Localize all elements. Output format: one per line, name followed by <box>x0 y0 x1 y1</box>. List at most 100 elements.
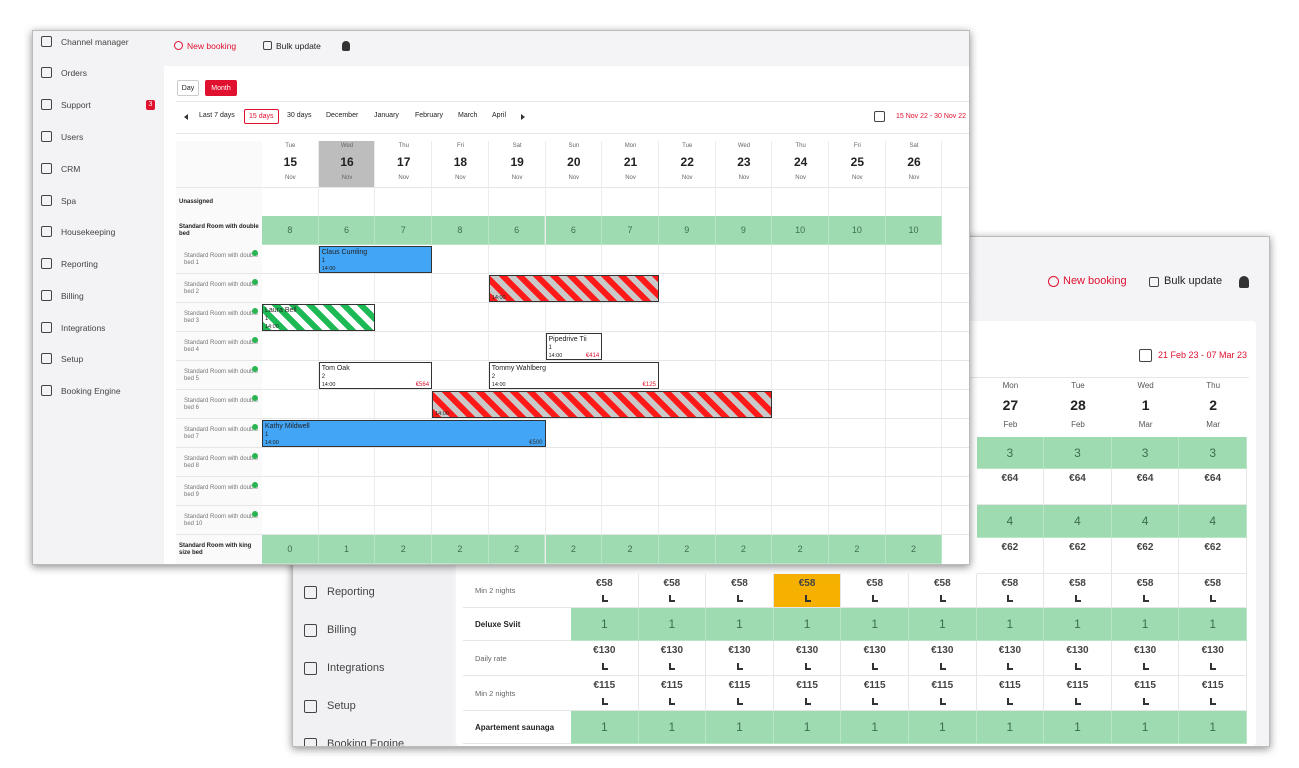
guest-count: 1 <box>265 316 269 322</box>
separator <box>176 133 969 134</box>
range-tab[interactable]: 30 days <box>287 112 312 119</box>
row-line <box>176 447 969 448</box>
booking[interactable]: Pipedrive Tii 1 14:00 €414 <box>545 333 603 360</box>
price-cell: €115 <box>638 676 707 711</box>
day-of-week: Thu <box>398 143 409 149</box>
toolbar-button[interactable]: New booking <box>187 41 237 51</box>
price-cell: €64 <box>976 469 1045 505</box>
day-column-border <box>771 141 773 564</box>
status-dot <box>252 366 258 372</box>
guest-name: Laura Bell <box>265 307 297 314</box>
booking[interactable]: Tommy Wahlberg 2 14:00 €125 <box>488 362 659 389</box>
range-tab[interactable]: 15 days <box>244 109 279 124</box>
icon <box>601 663 608 670</box>
range-tab[interactable]: April <box>492 112 507 119</box>
sidebar-item[interactable]: Users <box>61 132 84 142</box>
sidebar-item[interactable]: Setup <box>327 700 356 712</box>
sidebar-item[interactable]: Billing <box>327 624 357 636</box>
row-label: Standard Room with double bed 3 <box>184 310 259 324</box>
day-number: 17 <box>397 155 411 169</box>
booking[interactable]: Claus Cumling 1 14:00 <box>318 246 433 273</box>
icon <box>939 663 946 670</box>
availability-cell: 2 <box>829 535 886 564</box>
price-cell: €58 <box>1179 574 1247 608</box>
price-cell: €58 <box>773 574 842 608</box>
toolbar-button[interactable]: Bulk update <box>276 41 321 51</box>
arrival-time: 14:00 <box>491 382 506 388</box>
day-number: 1 <box>1141 397 1150 413</box>
sidebar-item[interactable]: Support <box>61 100 91 110</box>
icon <box>872 595 879 602</box>
icon <box>1007 595 1014 602</box>
toolbar-button[interactable]: New booking <box>1063 275 1127 287</box>
day-of-week: Fri <box>456 143 464 149</box>
sidebar-item[interactable]: Integrations <box>327 662 385 674</box>
price-cell: €115 <box>976 676 1045 711</box>
range-tab[interactable]: March <box>458 112 478 119</box>
sidebar-item[interactable]: Spa <box>61 196 77 206</box>
sidebar-item[interactable]: Reporting <box>61 259 98 269</box>
sidebar-item[interactable]: Orders <box>61 68 87 78</box>
day-of-week: Wed <box>340 143 354 149</box>
sidebar-item[interactable]: Housekeeping <box>61 227 116 237</box>
month: Nov <box>398 175 410 181</box>
range-tab[interactable]: January <box>374 112 399 119</box>
sidebar-item[interactable]: Booking Engine <box>61 386 121 396</box>
date-range[interactable]: 15 Nov 22 - 30 Nov 22 <box>896 113 967 120</box>
status-dot <box>252 395 258 401</box>
price-cell: €62 <box>1111 538 1180 574</box>
booking[interactable]: Laura Bell 1 14:00 <box>262 304 376 331</box>
price: €564 <box>415 382 430 388</box>
booking[interactable]: Kathy Mildwell 1 14:00 €500 <box>262 420 546 447</box>
view-button[interactable]: Month <box>205 80 237 96</box>
icon <box>1149 277 1159 287</box>
day-of-week: Wed <box>737 143 751 149</box>
icon <box>939 595 946 602</box>
sidebar-item[interactable]: Integrations <box>61 323 106 333</box>
range-tab[interactable]: February <box>415 112 444 119</box>
booking[interactable]: 14:00 <box>488 275 659 302</box>
availability-cell: 2 <box>375 535 433 564</box>
availability-cell: 1 <box>976 608 1045 641</box>
month: Nov <box>738 175 750 181</box>
icon <box>601 698 608 705</box>
day-column-border <box>714 141 716 564</box>
day-of-week: Mon <box>1002 381 1019 390</box>
sidebar-item[interactable]: Setup <box>61 354 84 364</box>
availability-cell: 4 <box>1111 505 1180 538</box>
label-column <box>176 141 262 564</box>
month: Nov <box>681 175 693 181</box>
month: Feb <box>1003 420 1018 429</box>
arrival-time: 14:00 <box>548 353 563 359</box>
day-number: 28 <box>1070 397 1086 413</box>
row-line <box>176 476 969 477</box>
sidebar-item[interactable]: Booking Engine <box>327 738 405 747</box>
availability-cell: 4 <box>1044 505 1112 538</box>
status-dot <box>252 453 258 459</box>
icon <box>41 67 52 78</box>
booking[interactable]: Tom Oak 2 14:00 €564 <box>318 362 433 389</box>
sidebar-item[interactable]: Channel manager <box>61 37 129 47</box>
day-column-border <box>317 141 319 564</box>
date-range[interactable]: 21 Feb 23 - 07 Mar 23 <box>1158 350 1248 360</box>
icon <box>669 595 676 602</box>
availability-cell: 2 <box>885 535 943 564</box>
sidebar-item[interactable]: CRM <box>61 164 81 174</box>
availability-cell: 9 <box>658 216 716 245</box>
availability-cell: 2 <box>602 535 659 564</box>
view-button[interactable]: Day <box>177 80 199 96</box>
day-number: 15 <box>283 155 298 169</box>
toolbar-button[interactable]: Bulk update <box>1164 275 1223 287</box>
day-number: 23 <box>737 155 751 169</box>
status-dot <box>252 250 258 256</box>
day-number: 21 <box>623 155 638 169</box>
range-tab[interactable]: Last 7 days <box>199 112 235 119</box>
price-cell: €130 <box>638 641 707 676</box>
sidebar-item[interactable]: Reporting <box>327 586 375 598</box>
icon <box>736 663 743 670</box>
range-tab[interactable]: December <box>326 112 359 119</box>
day-of-week: Sun <box>568 143 580 149</box>
booking[interactable]: 14:00 <box>432 391 773 418</box>
sidebar-item[interactable]: Billing <box>61 291 84 301</box>
